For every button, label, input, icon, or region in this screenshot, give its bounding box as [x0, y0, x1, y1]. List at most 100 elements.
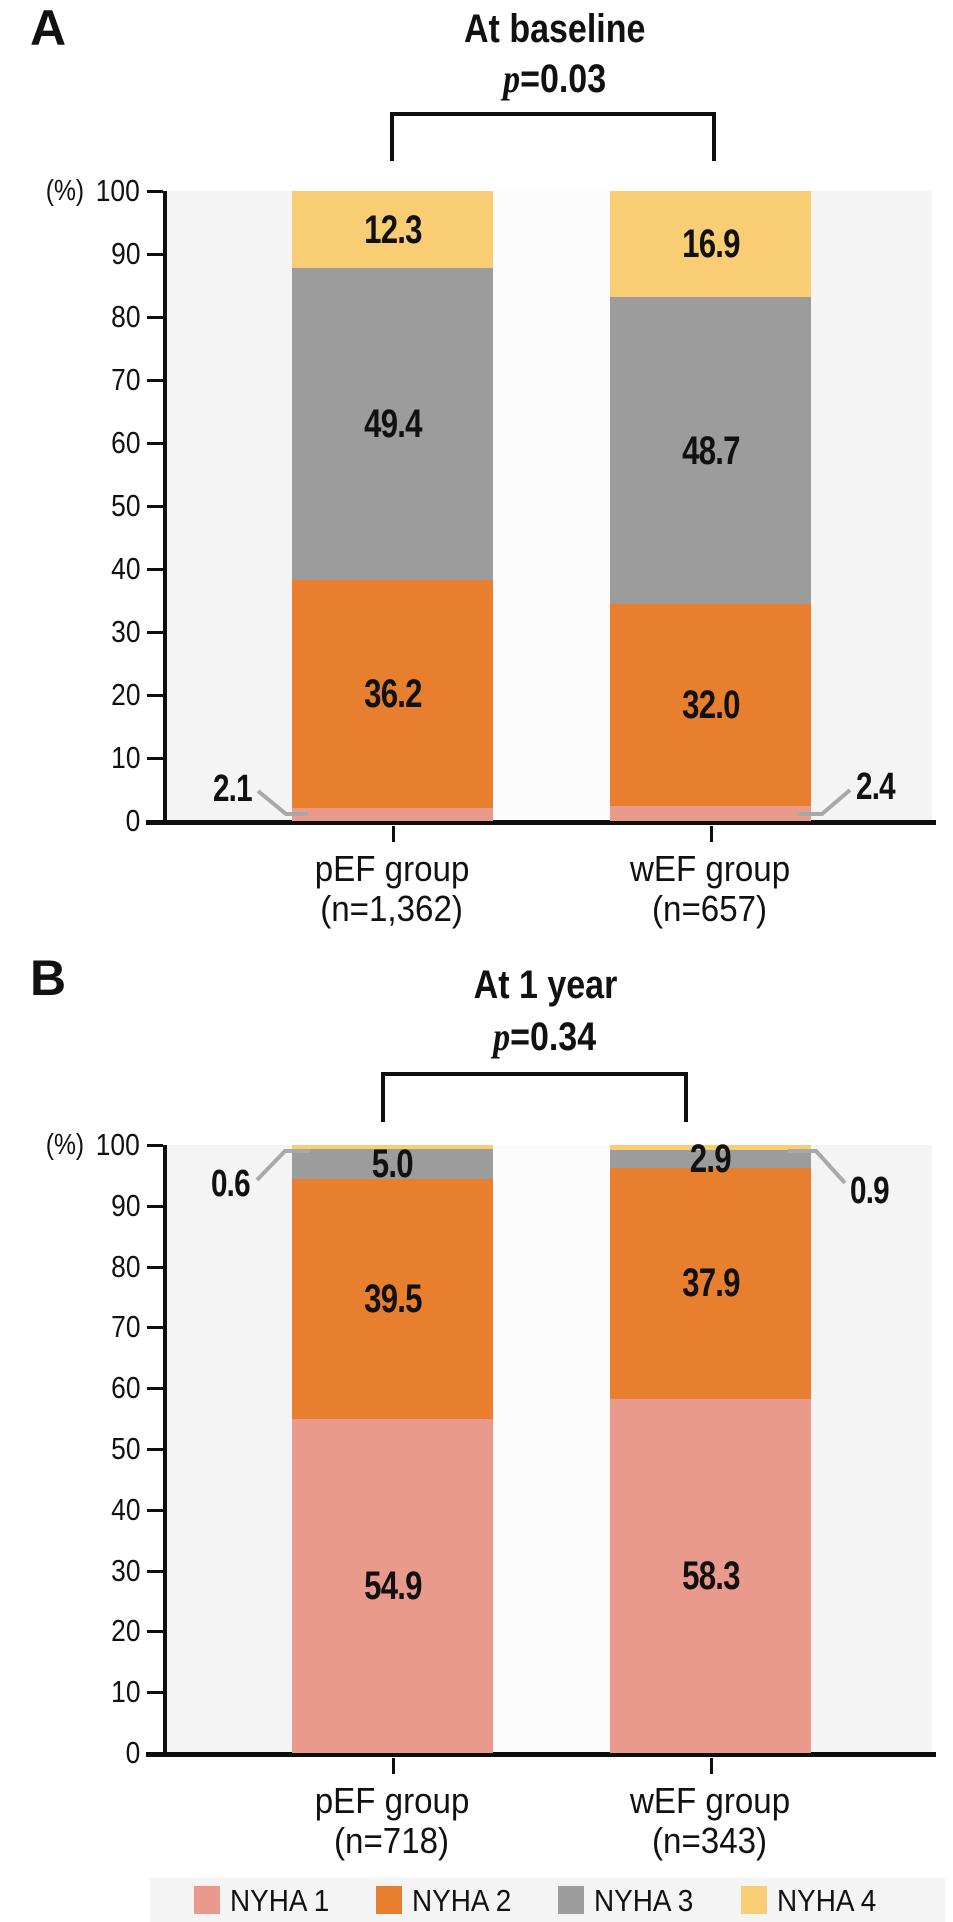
y-tick-a-90	[147, 253, 163, 256]
x-label-a-wef: wEF group (n=657)	[629, 848, 791, 929]
bar-segment-b-nyha2-g1	[292, 1179, 493, 1420]
y-tick-text: 50	[110, 1431, 140, 1466]
legend-label-text: NYHA 4	[777, 1883, 877, 1918]
y-tick-text: 20	[110, 1613, 140, 1649]
significance-bracket-a	[390, 112, 716, 161]
y-axis-unit-a: (%)	[45, 175, 84, 207]
y-tick-text: 40	[110, 1491, 140, 1527]
segment-value-text: 16.9	[681, 222, 740, 267]
between-bars-band-a	[493, 191, 610, 821]
y-tick-b-40	[147, 1508, 163, 1512]
significance-bracket-b	[381, 1072, 688, 1122]
y-tick-label-a-90: 90	[60, 237, 140, 271]
y-tick-text: 60	[110, 425, 140, 460]
y-tick-text: 30	[110, 614, 140, 649]
y-tick-text: 90	[110, 236, 140, 271]
callout-value-text: 2.1	[213, 768, 253, 810]
bar-segment-b-nyha1-g1	[292, 1419, 493, 1753]
y-tick-label-b-0: 0	[60, 1736, 140, 1770]
y-tick-label-b-20: 20	[60, 1614, 140, 1648]
bar-segment-b-nyha4-g2	[610, 1145, 811, 1151]
callout-value-b-g1: 0.6	[110, 1161, 251, 1207]
y-tick-a-70	[147, 379, 163, 382]
segment-value-label-a-g2-nyha3: 48.7	[601, 427, 821, 475]
y-tick-text: 90	[110, 1187, 140, 1223]
p-value-text: =0.03	[520, 57, 607, 101]
panel-a-pvalue: p=0.03	[395, 56, 715, 102]
panel-a-letter: A	[30, 0, 67, 56]
legend-label-text: NYHA 1	[230, 1883, 330, 1918]
y-tick-b-70	[147, 1326, 163, 1330]
x-tick-a-g1	[391, 826, 395, 842]
x-tick-b-g2	[709, 1758, 713, 1774]
bar-segment-b-nyha3-g2	[610, 1150, 811, 1169]
y-tick-a-40	[147, 568, 163, 571]
y-tick-a-80	[147, 316, 163, 319]
legend-swatch-nyha3	[558, 1886, 584, 1914]
y-tick-a-60	[147, 442, 163, 445]
bar-segment-a-nyha3-g1	[292, 268, 493, 580]
y-tick-text: 80	[110, 1248, 140, 1284]
y-tick-text: 10	[110, 1674, 140, 1710]
legend-label-nyha2: NYHA 2	[412, 1884, 572, 1918]
segment-value-text: 32.0	[681, 683, 740, 728]
legend-label-text: NYHA 3	[594, 1883, 694, 1918]
y-tick-label-b-50: 50	[60, 1432, 140, 1466]
segment-value-text: 48.7	[681, 428, 740, 473]
segment-value-text: 2.9	[689, 1137, 732, 1182]
segment-value-text: 54.9	[363, 1564, 422, 1609]
y-tick-label-a-100: 100	[60, 174, 140, 208]
y-tick-label-b-80: 80	[60, 1248, 140, 1284]
legend-label-nyha4: NYHA 4	[777, 1884, 937, 1918]
y-tick-text: 100	[96, 1127, 140, 1162]
callout-value-a-g2: 2.4	[856, 764, 953, 810]
y-tick-label-a-60: 60	[60, 426, 140, 460]
x-tick-b-g1	[391, 1758, 395, 1774]
bar-segment-a-nyha4-g1	[292, 191, 493, 269]
legend-swatch-nyha1	[194, 1886, 220, 1914]
y-tick-text: 60	[110, 1370, 140, 1406]
between-bars-band-b	[493, 1145, 610, 1753]
segment-value-text: 49.4	[363, 402, 422, 447]
y-tick-b-30	[147, 1569, 163, 1573]
segment-value-text: 36.2	[363, 671, 422, 716]
y-tick-label-b-10: 10	[60, 1675, 140, 1709]
y-tick-text: 0	[125, 1735, 140, 1770]
y-axis-unit-b: (%)	[45, 1129, 84, 1161]
y-tick-text: 100	[96, 173, 140, 208]
y-tick-b-50	[147, 1448, 163, 1451]
panel-b-pvalue: p=0.34	[385, 1014, 705, 1060]
y-tick-label-b-90: 90	[60, 1187, 140, 1223]
panel-b-title: At 1 year	[473, 963, 617, 1007]
y-tick-text: 0	[125, 803, 140, 838]
y-tick-label-a-30: 30	[60, 615, 140, 649]
y-tick-a-20	[147, 694, 163, 697]
y-tick-a-10	[147, 757, 163, 760]
y-tick-a-50	[147, 505, 163, 508]
segment-value-label-b-g1-nyha3: 5.0	[283, 1140, 503, 1188]
p-value-text: =0.34	[510, 1015, 597, 1059]
callout-value-a-g1: 2.1	[112, 766, 253, 812]
y-axis-line-a	[163, 191, 167, 824]
y-tick-text: 20	[110, 677, 140, 712]
segment-value-label-a-g1-nyha4: 12.3	[283, 206, 503, 254]
y-tick-text: 10	[110, 740, 140, 775]
x-label-b-pef: pEF group (n=718)	[314, 1780, 470, 1861]
y-tick-text: 40	[110, 551, 140, 586]
y-tick-label-a-0: 0	[60, 804, 140, 838]
p-symbol: p	[493, 1014, 511, 1059]
segment-value-text: 5.0	[371, 1141, 414, 1186]
bar-segment-b-nyha4-g1	[292, 1145, 493, 1149]
y-tick-label-a-70: 70	[60, 363, 140, 397]
segment-value-label-a-g2-nyha2: 32.0	[601, 681, 821, 729]
segment-value-label-b-g2-nyha1: 58.3	[601, 1552, 821, 1600]
segment-value-label-b-g2-nyha2: 37.9	[601, 1259, 821, 1307]
y-tick-b-20	[147, 1630, 163, 1634]
callout-value-text: 0.6	[211, 1163, 251, 1205]
segment-value-label-a-g1-nyha3: 49.4	[283, 400, 503, 448]
bar-segment-a-nyha1-g2	[610, 805, 811, 821]
bar-segment-a-nyha2-g2	[610, 604, 811, 806]
y-tick-label-b-30: 30	[60, 1553, 140, 1588]
panel-b-letter: B	[30, 950, 67, 1006]
